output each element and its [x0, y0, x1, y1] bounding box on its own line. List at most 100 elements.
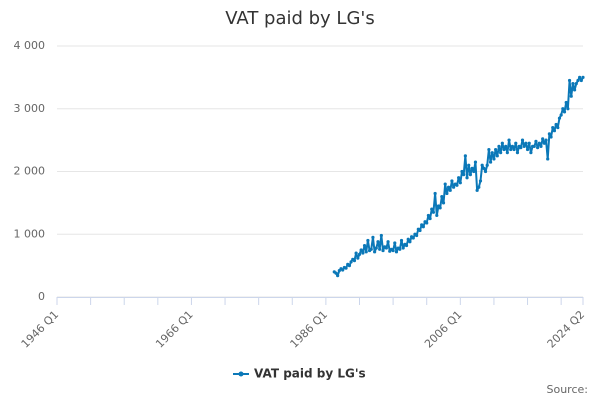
data-point: [460, 169, 464, 174]
data-point: [406, 237, 410, 241]
data-point: [352, 259, 357, 263]
data-point: [519, 146, 523, 150]
data-point: [357, 252, 362, 256]
data-point: [455, 183, 459, 187]
data-point: [369, 247, 373, 251]
data-point: [379, 233, 383, 238]
data-point: [441, 201, 446, 205]
data-point: [502, 147, 506, 152]
data-point: [480, 163, 484, 167]
data-point: [359, 248, 363, 252]
data-point: [470, 166, 474, 170]
data-point: [465, 176, 469, 180]
data-point: [356, 256, 360, 260]
data-point: [426, 213, 430, 218]
data-point: [554, 122, 558, 127]
data-point: [556, 125, 560, 130]
data-point: [404, 243, 409, 248]
data-point: [546, 157, 550, 161]
data-point: [428, 216, 432, 221]
y-tick-label: 3 000: [14, 102, 46, 115]
data-point: [374, 246, 378, 250]
data-point: [443, 182, 447, 186]
data-point: [478, 179, 483, 183]
data-point: [512, 147, 516, 152]
data-point: [578, 75, 582, 79]
data-point: [541, 137, 545, 141]
data-point: [425, 221, 429, 225]
y-tick-label: 1 000: [14, 227, 46, 240]
data-point: [495, 154, 499, 158]
data-point: [384, 246, 388, 250]
data-point: [552, 129, 557, 133]
x-tick-label: 2024 Q2: [545, 308, 588, 351]
data-point: [576, 78, 580, 83]
data-point: [336, 274, 340, 278]
data-point: [482, 166, 486, 170]
data-point: [362, 243, 367, 248]
data-point: [364, 250, 368, 254]
data-point: [522, 144, 526, 148]
data-point: [373, 250, 377, 254]
data-point: [561, 107, 565, 111]
data-point: [473, 160, 478, 164]
data-point: [433, 191, 437, 196]
data-point: [475, 188, 479, 192]
data-point: [457, 176, 461, 180]
data-point: [532, 144, 536, 148]
data-point: [524, 141, 528, 145]
data-point: [401, 246, 405, 250]
legend-label: VAT paid by LG's: [254, 367, 366, 381]
x-tick-label: 1966 Q1: [153, 308, 196, 351]
data-point: [386, 240, 390, 244]
data-point: [492, 157, 496, 161]
source-credit: Source:: [547, 383, 589, 396]
data-point: [418, 228, 422, 233]
data-point: [334, 271, 338, 275]
data-point: [376, 240, 380, 244]
data-point: [438, 206, 442, 210]
data-point: [361, 251, 365, 255]
data-point: [399, 238, 404, 243]
data-point: [483, 169, 488, 174]
data-point: [557, 116, 562, 120]
data-point: [499, 151, 503, 155]
data-point: [477, 185, 481, 189]
data-point: [435, 213, 439, 218]
data-point: [450, 179, 454, 183]
data-point: [579, 78, 583, 83]
data-point: [446, 185, 451, 189]
data-point: [581, 75, 585, 79]
data-point: [500, 141, 504, 145]
y-tick-label: 4 000: [14, 39, 46, 52]
data-point: [487, 147, 491, 152]
data-point: [510, 144, 515, 148]
data-point: [421, 225, 425, 229]
data-point: [544, 138, 548, 142]
data-point: [507, 138, 511, 142]
data-point: [559, 113, 563, 117]
data-point: [571, 82, 575, 86]
data-point: [431, 210, 436, 214]
data-point: [525, 147, 530, 152]
data-point: [529, 151, 533, 155]
y-tick-label: 0: [38, 290, 45, 303]
data-point: [371, 235, 375, 239]
data-point: [539, 144, 543, 148]
data-point: [462, 173, 466, 177]
x-tick-label: 1986 Q1: [288, 308, 331, 351]
data-point: [430, 207, 434, 211]
chart-title: VAT paid by LG's: [225, 8, 375, 29]
data-point: [562, 110, 567, 114]
data-point: [440, 195, 444, 199]
data-point: [551, 125, 555, 130]
x-tick-label: 1946 Q1: [19, 308, 62, 351]
data-point: [569, 94, 573, 98]
data-point: [391, 248, 395, 253]
data-point: [341, 268, 345, 272]
data-point: [520, 138, 525, 142]
data-point: [574, 82, 578, 86]
data-point: [445, 191, 449, 196]
data-point: [448, 188, 452, 192]
data-point: [534, 139, 538, 143]
